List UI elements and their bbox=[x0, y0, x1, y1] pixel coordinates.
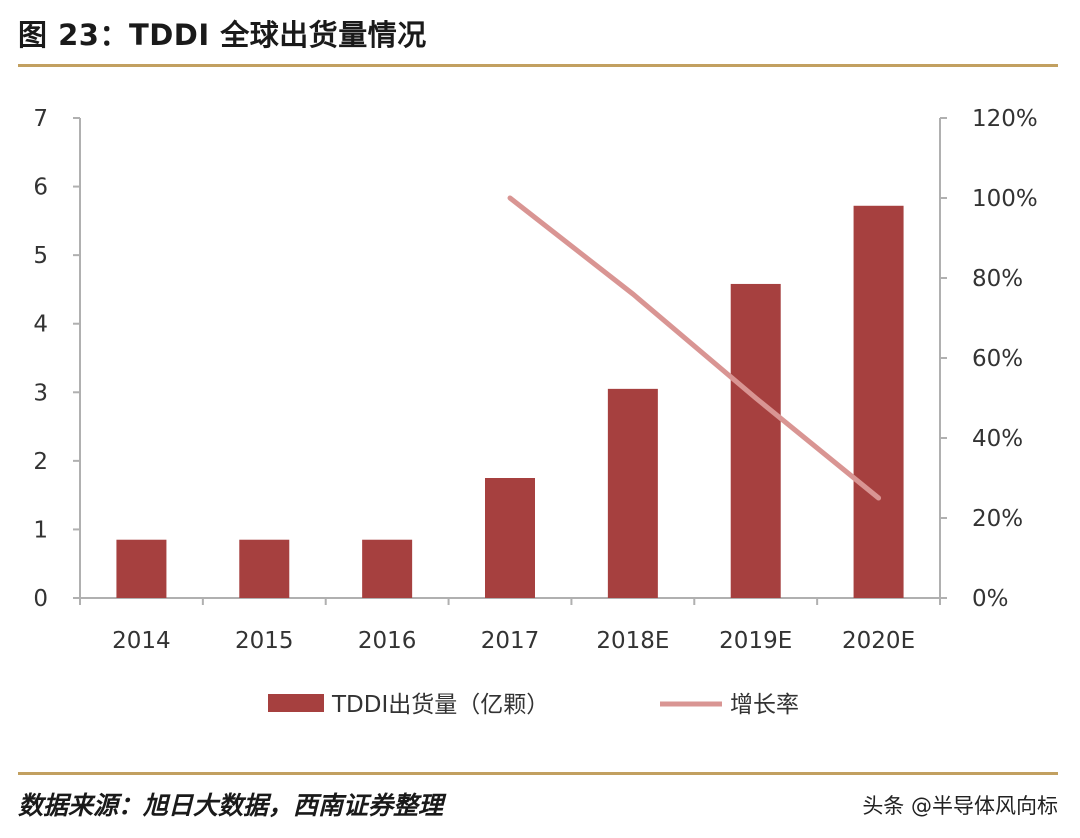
left-tick-label: 6 bbox=[33, 175, 48, 201]
left-tick-label: 3 bbox=[33, 380, 48, 406]
line-series bbox=[507, 195, 882, 501]
right-tick-label: 60% bbox=[972, 346, 1023, 372]
x-tick-label: 2020E bbox=[842, 628, 915, 654]
bar bbox=[239, 539, 290, 598]
tick-labels: 0 1 2 3 4 5 6 7 0% 20% 40% 60% 80% 100% 120% 2014 2015 20… bbox=[33, 106, 1037, 654]
bar-series bbox=[116, 205, 904, 598]
bar bbox=[116, 539, 167, 598]
right-tick-label: 40% bbox=[972, 426, 1023, 452]
legend: TDDI出货量（亿颗） 增长率 bbox=[268, 692, 799, 718]
source-note: 数据来源：旭日大数据，西南证券整理 bbox=[18, 791, 444, 820]
watermark: 头条 @半导体风向标 bbox=[862, 794, 1058, 818]
left-tick-label: 2 bbox=[33, 449, 48, 475]
growth-rate-line bbox=[507, 195, 882, 501]
left-tick-label: 5 bbox=[33, 243, 48, 269]
right-tick-label: 20% bbox=[972, 506, 1023, 532]
x-tick-label: 2019E bbox=[719, 628, 792, 654]
left-tick-label: 1 bbox=[33, 517, 48, 543]
bar bbox=[485, 478, 535, 598]
bar bbox=[362, 539, 413, 598]
right-tick-label: 0% bbox=[972, 586, 1009, 612]
legend-bar-swatch bbox=[268, 694, 324, 712]
x-tick-label: 2016 bbox=[358, 628, 417, 654]
x-tick-label: 2017 bbox=[481, 628, 540, 654]
legend-bar-label: TDDI出货量（亿颗） bbox=[331, 692, 549, 718]
right-tick-label: 100% bbox=[972, 186, 1038, 212]
x-tick-label: 2015 bbox=[235, 628, 294, 654]
x-tick-label: 2014 bbox=[112, 628, 171, 654]
chart-title: 图 23：TDDI 全球出货量情况 bbox=[18, 18, 427, 52]
x-tick-label: 2018E bbox=[596, 628, 669, 654]
bottom-divider bbox=[18, 772, 1058, 775]
left-tick-label: 7 bbox=[33, 106, 48, 132]
left-tick-label: 0 bbox=[33, 586, 48, 612]
right-tick-label: 120% bbox=[972, 106, 1038, 132]
left-tick-label: 4 bbox=[33, 312, 48, 338]
legend-line-label: 增长率 bbox=[730, 692, 799, 718]
top-divider bbox=[18, 64, 1058, 67]
chart: 0 1 2 3 4 5 6 7 0% 20% 40% 60% 80% 100% 120% 2014 2015 20… bbox=[33, 106, 1037, 718]
right-tick-label: 80% bbox=[972, 266, 1023, 292]
bar bbox=[607, 388, 658, 598]
bar bbox=[853, 205, 904, 598]
bar bbox=[730, 283, 781, 598]
